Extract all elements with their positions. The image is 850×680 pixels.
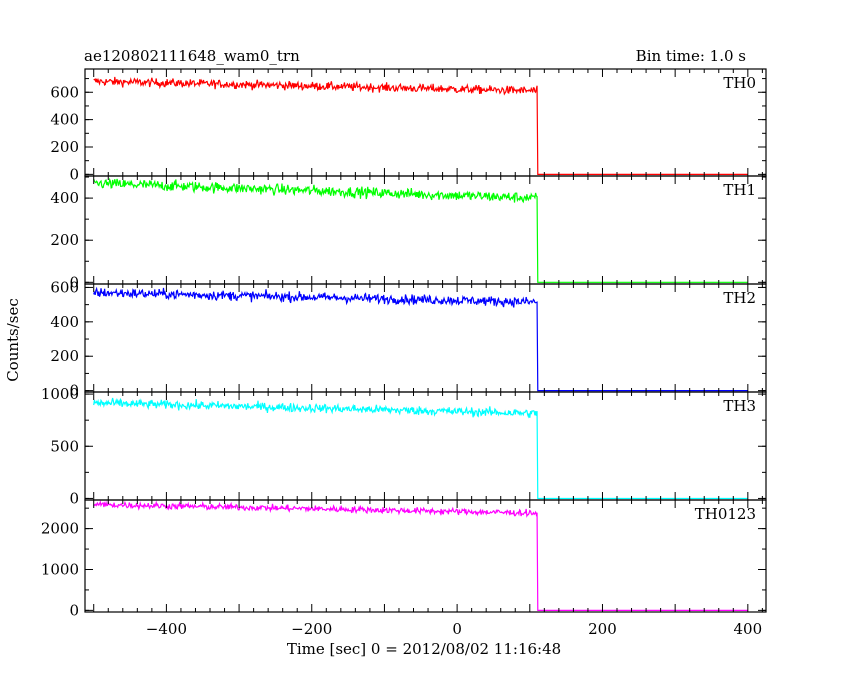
- y-tick-label: 400: [50, 313, 79, 331]
- y-tick-label: 600: [50, 278, 79, 296]
- series-label-th1: TH1: [723, 181, 756, 199]
- y-tick-label: 1000: [41, 560, 79, 578]
- y-tick-label: 200: [50, 231, 79, 249]
- series-line-th2: [93, 286, 748, 392]
- y-tick-label: 0: [69, 273, 79, 291]
- x-tick-label: 400: [734, 620, 763, 638]
- panel-frame: [84, 499, 767, 613]
- y-tick-label: 200: [50, 347, 79, 365]
- y-tick-label: 0: [69, 489, 79, 507]
- y-tick-label: 200: [50, 138, 79, 156]
- x-tick-label: −200: [291, 620, 332, 638]
- series-line-th3: [93, 397, 748, 500]
- series-label-th0123: TH0123: [695, 505, 756, 523]
- x-tick-label: −400: [146, 620, 187, 638]
- series-line-th0123: [93, 500, 748, 611]
- y-tick-label: 400: [50, 189, 79, 207]
- series-line-th1: [93, 177, 748, 283]
- y-axis-label: Counts/sec: [4, 298, 22, 382]
- y-tick-label: 1000: [41, 385, 79, 403]
- y-tick-label: 2000: [41, 520, 79, 538]
- y-tick-label: 0: [69, 601, 79, 619]
- series-label-th0: TH0: [723, 74, 756, 92]
- y-tick-label: 600: [50, 83, 79, 101]
- series-line-th0: [93, 76, 748, 175]
- y-tick-label: 0: [69, 165, 79, 183]
- y-tick-label: 400: [50, 111, 79, 129]
- panel-frame: [84, 175, 767, 285]
- chart-title: ae120802111648_wam0_trn: [84, 47, 300, 65]
- x-axis-label: Time [sec] 0 = 2012/08/02 11:16:48: [287, 640, 561, 658]
- series-label-th3: TH3: [723, 397, 756, 415]
- x-tick-label: 0: [452, 620, 462, 638]
- panel-frame: [84, 68, 767, 177]
- x-tick-label: 200: [588, 620, 617, 638]
- panels-group: 0 200 400 600 TH0 0 200 400 TH1 0 200 400 600 TH2 0 500…: [41, 68, 767, 638]
- bin-time-label: Bin time: 1.0 s: [636, 47, 746, 65]
- y-tick-label: 500: [50, 437, 79, 455]
- series-label-th2: TH2: [723, 289, 756, 307]
- y-tick-label: 0: [69, 382, 79, 400]
